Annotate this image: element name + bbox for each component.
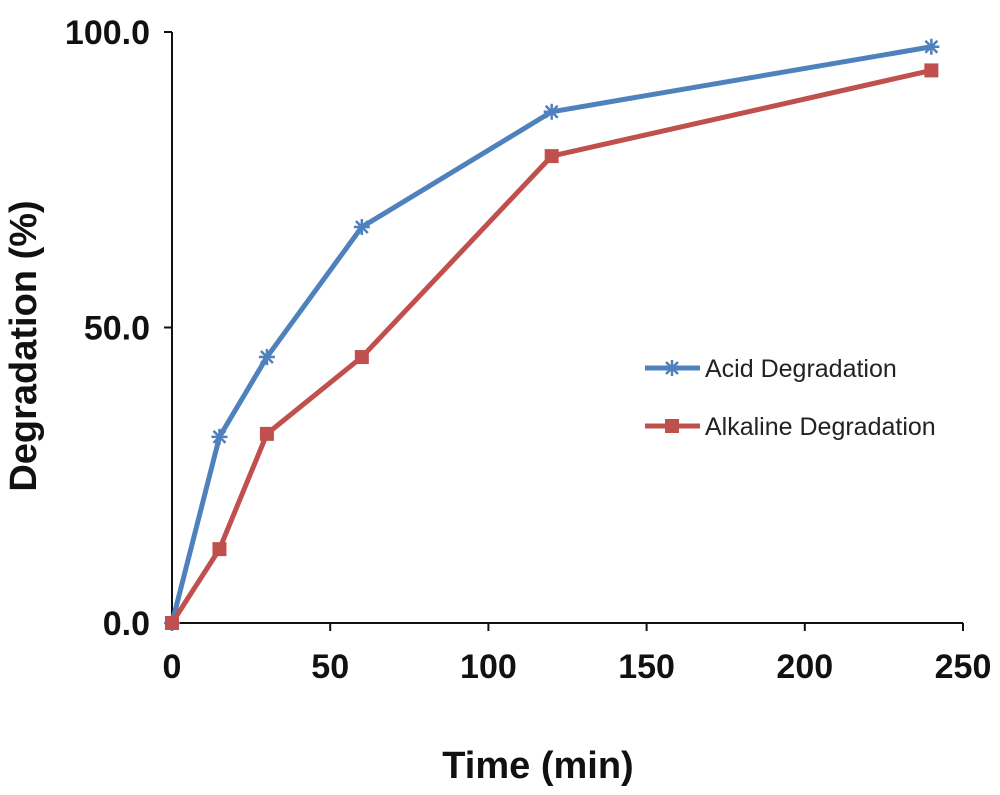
legend-item: Alkaline Degradation bbox=[645, 413, 936, 441]
data-point bbox=[543, 103, 560, 120]
series-line bbox=[169, 44, 934, 626]
legend-marker bbox=[665, 419, 679, 433]
data-point bbox=[258, 349, 275, 366]
data-point bbox=[924, 63, 939, 78]
data-point bbox=[211, 428, 228, 445]
y-tick-label: 100.0 bbox=[65, 14, 150, 52]
y-tick-label: 50.0 bbox=[84, 310, 150, 348]
x-tick-label: 0 bbox=[163, 648, 182, 686]
series-layer bbox=[164, 38, 940, 631]
data-point bbox=[544, 149, 559, 164]
x-tick-label: 150 bbox=[618, 648, 675, 686]
y-axis-title: Degradation (%) bbox=[3, 200, 45, 491]
data-point bbox=[354, 350, 369, 365]
axes: 0 50 100 150 200 250 0.0 50.0 100.0 bbox=[65, 14, 991, 686]
legend: Acid Degradation Alkaline Degradation bbox=[645, 355, 936, 441]
legend-label: Alkaline Degradation bbox=[705, 413, 936, 441]
data-point bbox=[212, 542, 227, 557]
x-tick-label: 50 bbox=[311, 648, 349, 686]
legend-marker bbox=[664, 360, 680, 376]
series-alkaline-degradation bbox=[165, 63, 939, 630]
x-tick-label: 100 bbox=[460, 648, 517, 686]
x-axis-title: Time (min) bbox=[442, 745, 633, 787]
data-point bbox=[165, 616, 179, 630]
legend-label: Acid Degradation bbox=[705, 355, 897, 383]
legend-item: Acid Degradation bbox=[645, 355, 897, 383]
y-tick-label: 0.0 bbox=[103, 605, 150, 643]
series-line bbox=[169, 67, 934, 626]
x-tick-label: 250 bbox=[935, 648, 992, 686]
x-tick-label: 200 bbox=[776, 648, 833, 686]
data-point bbox=[353, 219, 370, 236]
data-point bbox=[923, 38, 940, 55]
data-point bbox=[259, 426, 274, 441]
series-acid-degradation bbox=[164, 38, 940, 631]
